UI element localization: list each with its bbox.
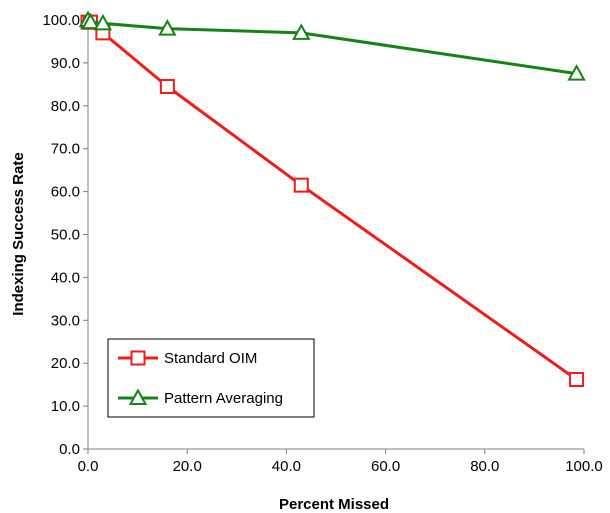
data-point-pattern-averaging — [81, 12, 100, 30]
y-tick-label: 30.0 — [51, 312, 80, 329]
y-axis-title: Indexing Success Rate — [10, 152, 27, 315]
x-tick-label: 40.0 — [272, 458, 301, 475]
data-point-pattern-averaging — [158, 19, 177, 36]
y-tick-label: 80.0 — [51, 98, 80, 115]
legend-entry-pattern-averaging: Pattern Averaging — [118, 388, 283, 407]
legend-entry-standard-oim: Standard OIM — [118, 350, 257, 367]
data-point-standard-oim — [293, 177, 309, 193]
data-point-standard-oim — [569, 372, 585, 388]
legend-marker — [128, 388, 148, 405]
legend: Standard OIM Pattern Averaging — [107, 338, 315, 418]
y-tick-label: 50.0 — [51, 227, 80, 244]
data-point-pattern-averaging — [567, 64, 586, 81]
y-tick-label: 10.0 — [51, 398, 80, 415]
y-tick-label: 60.0 — [51, 184, 80, 201]
x-tick-label: 100.0 — [565, 458, 603, 475]
y-tick-label: 100.0 — [42, 12, 80, 29]
legend-label: Standard OIM — [164, 350, 257, 367]
y-tick-label: 70.0 — [51, 141, 80, 158]
y-tick-label: 0.0 — [59, 441, 80, 458]
series-line-standard-oim — [88, 20, 578, 381]
series-standard-oim — [80, 14, 585, 388]
y-tick-label: 20.0 — [51, 355, 80, 372]
x-tick-label: 80.0 — [470, 458, 499, 475]
series-layer — [78, 10, 586, 388]
legend-label: Pattern Averaging — [164, 390, 283, 407]
series-line-pattern-averaging — [87, 18, 577, 76]
x-axis-title: Percent Missed — [279, 496, 389, 513]
data-point-standard-oim — [159, 78, 175, 94]
x-tick-label: 60.0 — [371, 458, 400, 475]
legend-marker — [130, 350, 146, 366]
series-pattern-averaging — [78, 10, 586, 81]
y-tick-label: 90.0 — [51, 55, 80, 72]
data-point-pattern-averaging — [93, 13, 113, 31]
data-point-pattern-averaging — [292, 23, 311, 40]
y-tick-label: 40.0 — [51, 269, 80, 286]
tick-labels: 0.0 10.0 20.0 30.0 40.0 50.0 60.0 70.0 80.0 90.0 1… — [42, 12, 602, 475]
x-tick-label: 20.0 — [173, 458, 202, 475]
x-tick-label: 0.0 — [78, 458, 99, 475]
